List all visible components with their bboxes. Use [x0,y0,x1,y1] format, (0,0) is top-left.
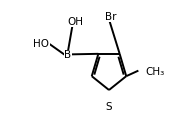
Text: S: S [106,102,112,112]
Text: B: B [64,50,71,60]
Text: OH: OH [67,17,83,27]
Text: Br: Br [105,12,117,22]
Text: HO: HO [34,39,49,49]
Text: CH₃: CH₃ [146,67,165,77]
